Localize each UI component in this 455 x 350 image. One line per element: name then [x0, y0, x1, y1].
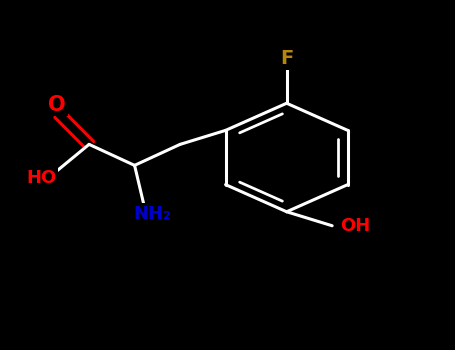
Text: F: F	[280, 49, 293, 68]
Text: NH₂: NH₂	[133, 205, 171, 223]
Text: OH: OH	[340, 217, 370, 235]
Text: HO: HO	[26, 169, 56, 187]
Text: O: O	[48, 95, 66, 115]
